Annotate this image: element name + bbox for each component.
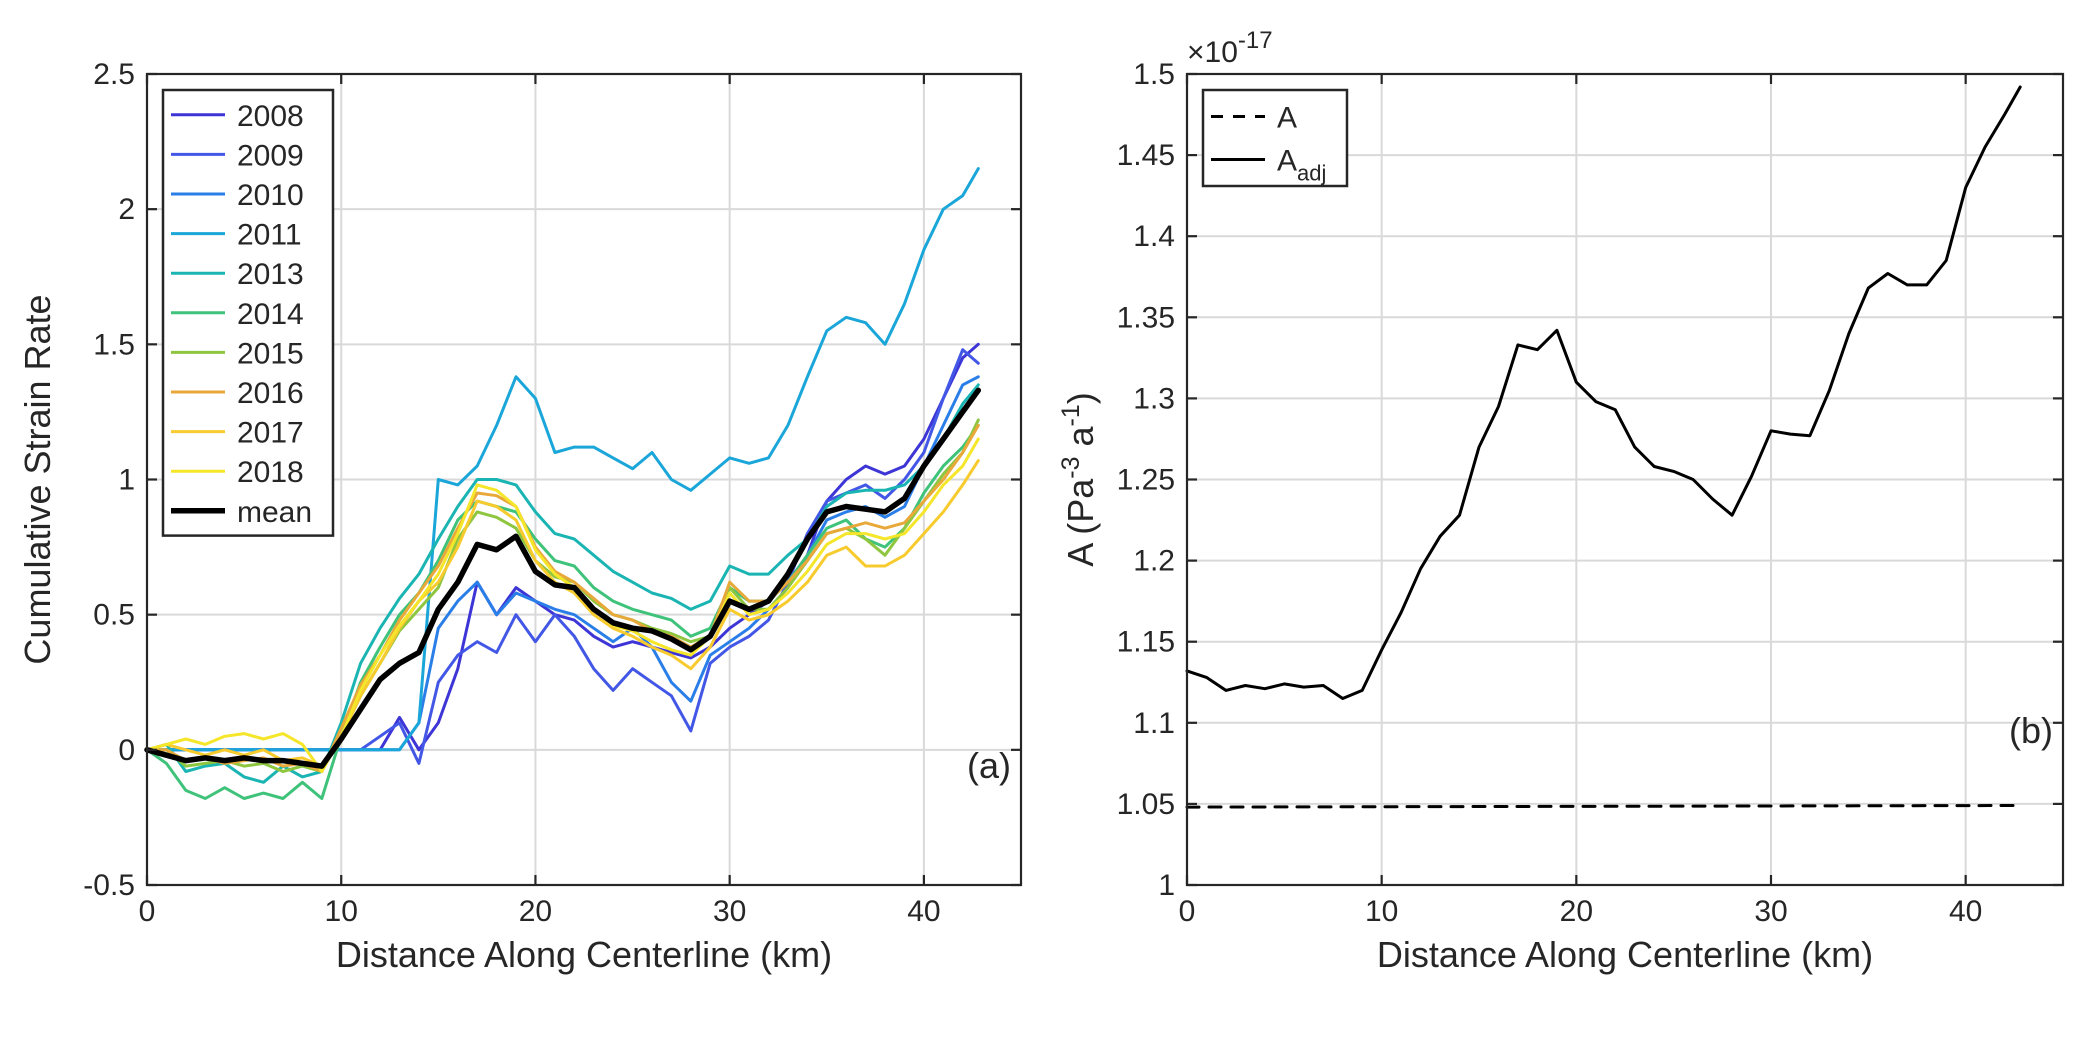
y-tick-label: 1.5 [1133, 58, 1175, 91]
legend-entry: 2011 [237, 219, 302, 252]
panel-a-legend: 2008 2009 2010 2011 2013 2014 2015 2016 2017 2018… [161, 88, 335, 537]
y-tick-label: 1.5 [93, 328, 135, 361]
y-tick-label: 1.05 [1117, 788, 1175, 821]
series-line-A [1185, 804, 2022, 809]
y-tick-label: 2 [118, 193, 135, 226]
y-label-sup-2: -1 [1057, 404, 1085, 426]
x-tick-label: 0 [1179, 895, 1196, 928]
series-line-2014 [145, 423, 980, 800]
y-tick-label: 1.3 [1133, 382, 1175, 415]
panel-a-strain-rate: 0 10 20 30 40-0.500.511.522.5 Distance Along… [17, 58, 1023, 975]
legend-entry: 2015 [237, 337, 304, 370]
x-tick-label: 0 [139, 895, 156, 928]
exponent-power: -17 [1238, 27, 1273, 54]
x-tick-label: 40 [1949, 895, 1982, 928]
legend-entry: 2018 [237, 456, 304, 489]
legend-entry: 2014 [237, 298, 304, 331]
y-tick-label: 0 [118, 734, 135, 767]
y-label-sup-1: -3 [1057, 456, 1085, 478]
y-tick-label: 1.15 [1117, 626, 1175, 659]
panel-b-y-axis-label: A (Pa-3 a-1) [1057, 392, 1101, 567]
legend-entry: 2008 [237, 100, 304, 133]
panel-b-label: (b) [2009, 710, 2053, 751]
panel-b-exponent-label: ×10-17 [1187, 27, 1273, 69]
x-tick-label: 30 [1754, 895, 1787, 928]
series-line-2013 [145, 383, 980, 784]
y-tick-label: 1.35 [1117, 301, 1175, 334]
legend-entry: mean [237, 496, 312, 529]
series-line-2011 [145, 167, 980, 752]
x-tick-label: 20 [519, 895, 552, 928]
legend-entry: 2017 [237, 417, 304, 450]
series-line-2018 [145, 437, 980, 773]
panel-b-rate-factor: 0 10 20 30 40 1 1.05 1.1 1.15 1.2 1.25 1.3 1.35 1.4 1.… [1057, 27, 2065, 975]
y-label-part-2: a [1060, 425, 1101, 456]
x-tick-label: 30 [713, 895, 746, 928]
panel-b-x-axis-label: Distance Along Centerline (km) [1377, 934, 1873, 975]
x-tick-label: 10 [325, 895, 358, 928]
series-line-A-adj [1185, 85, 2022, 700]
y-tick-label: 1.25 [1117, 464, 1175, 497]
legend-entry: A [1277, 102, 1297, 135]
panel-a-x-axis-label: Distance Along Centerline (km) [336, 934, 832, 975]
y-tick-label: 2.5 [93, 58, 135, 91]
legend-entry: 2013 [237, 258, 304, 291]
y-label-part-3: ) [1060, 392, 1101, 404]
y-tick-label: 1 [1158, 869, 1175, 902]
series-line-mean [144, 387, 982, 769]
y-tick-label: 1.4 [1133, 220, 1175, 253]
x-tick-label: 10 [1365, 895, 1398, 928]
legend-subscript: adj [1297, 161, 1326, 186]
panel-a-label: (a) [967, 745, 1011, 786]
exponent-base: ×10 [1187, 36, 1238, 69]
legend-entry: 2010 [237, 179, 304, 212]
x-tick-label: 20 [1560, 895, 1593, 928]
y-tick-label: 1.2 [1133, 545, 1175, 578]
y-tick-label: -0.5 [83, 869, 135, 902]
y-tick-label: 1 [118, 464, 135, 497]
y-label-part-1: A (Pa [1060, 478, 1101, 567]
y-tick-label: 1.1 [1133, 707, 1175, 740]
legend-entry: 2016 [237, 377, 304, 410]
x-tick-label: 40 [907, 895, 940, 928]
legend-box [1201, 88, 1349, 188]
panel-a-y-axis-label: Cumulative Strain Rate [17, 294, 58, 664]
series-line-2016 [145, 423, 980, 773]
y-tick-label: 1.45 [1117, 139, 1175, 172]
y-tick-label: 0.5 [93, 599, 135, 632]
legend-entry: 2009 [237, 139, 304, 172]
